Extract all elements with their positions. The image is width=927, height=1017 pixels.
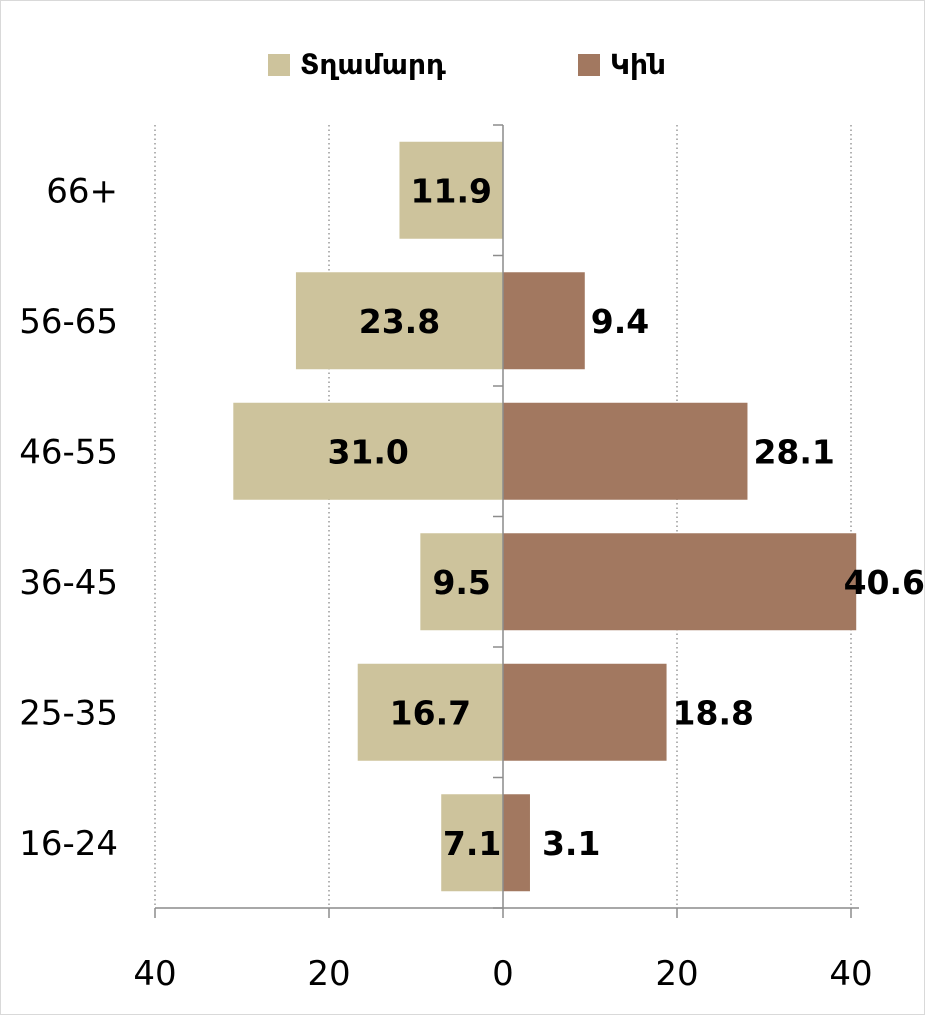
legend-male: Տղամարդ bbox=[268, 48, 446, 81]
bar-male bbox=[441, 794, 503, 892]
bar-female bbox=[503, 794, 530, 892]
category-label: 56-65 bbox=[19, 302, 118, 342]
bar-female bbox=[503, 402, 748, 500]
bar-female-label: 28.1 bbox=[753, 432, 834, 471]
category-label: 36-45 bbox=[19, 563, 118, 603]
bar-male bbox=[357, 663, 503, 761]
x-tick-label: 40 bbox=[829, 954, 872, 994]
category-label: 16-24 bbox=[19, 824, 118, 864]
category-label: 46-55 bbox=[19, 432, 118, 472]
bar-female-label: 3.1 bbox=[542, 824, 600, 863]
bar-female bbox=[503, 663, 667, 761]
bar-female-label: 18.8 bbox=[673, 693, 754, 732]
bar-male-label: 16.7 bbox=[390, 693, 471, 732]
bar-female bbox=[503, 272, 585, 370]
x-tick-label: 0 bbox=[492, 954, 514, 994]
bar-female-label: 40.6 bbox=[844, 563, 925, 602]
legend-male-label: Տղամարդ bbox=[300, 48, 446, 81]
legend-female: Կին bbox=[578, 48, 666, 81]
category-label: 25-35 bbox=[19, 693, 118, 733]
x-tick-label: 20 bbox=[655, 954, 698, 994]
x-tick-label: 40 bbox=[133, 954, 176, 994]
legend-female-swatch bbox=[578, 53, 600, 76]
bar-male-label: 31.0 bbox=[327, 432, 408, 471]
bar-female-label: 9.4 bbox=[591, 302, 649, 341]
bar-male bbox=[233, 402, 504, 500]
bar-male bbox=[399, 141, 503, 239]
x-tick-label: 20 bbox=[307, 954, 350, 994]
bar-male-label: 11.9 bbox=[411, 171, 492, 210]
bar-male-label: 23.8 bbox=[359, 302, 440, 341]
bar-male-label: 7.1 bbox=[443, 824, 501, 863]
category-label: 66+ bbox=[46, 171, 118, 211]
legend-male-swatch bbox=[268, 53, 290, 76]
bar-male-label: 9.5 bbox=[432, 563, 490, 602]
bar-female bbox=[503, 533, 857, 631]
legend-female-label: Կին bbox=[610, 48, 666, 81]
bar-male bbox=[420, 533, 503, 631]
bar-male bbox=[295, 272, 503, 370]
